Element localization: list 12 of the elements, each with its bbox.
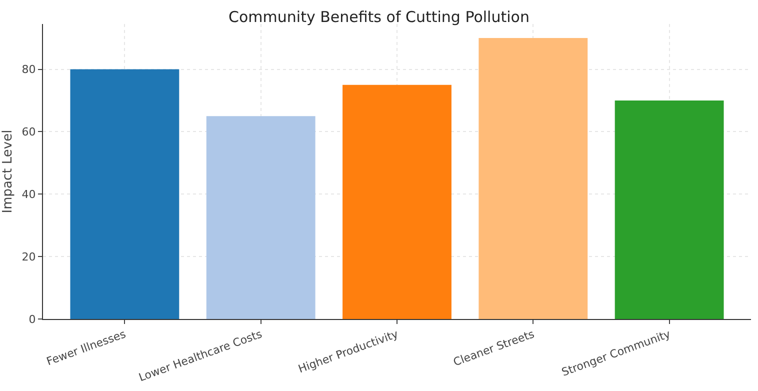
bar (614, 100, 724, 319)
y-tick-label: 40 (22, 188, 36, 201)
bar (70, 69, 180, 319)
bar (478, 38, 588, 319)
y-tick-label: 80 (22, 63, 36, 76)
y-tick-label: 60 (22, 126, 36, 139)
y-tick-label: 20 (22, 250, 36, 264)
chart-title: Community Benefits of Cutting Pollution (228, 8, 530, 26)
bar (342, 84, 452, 319)
y-axis-title: Impact Level (0, 130, 16, 214)
bar (206, 116, 316, 319)
y-tick-label: 0 (28, 312, 36, 326)
